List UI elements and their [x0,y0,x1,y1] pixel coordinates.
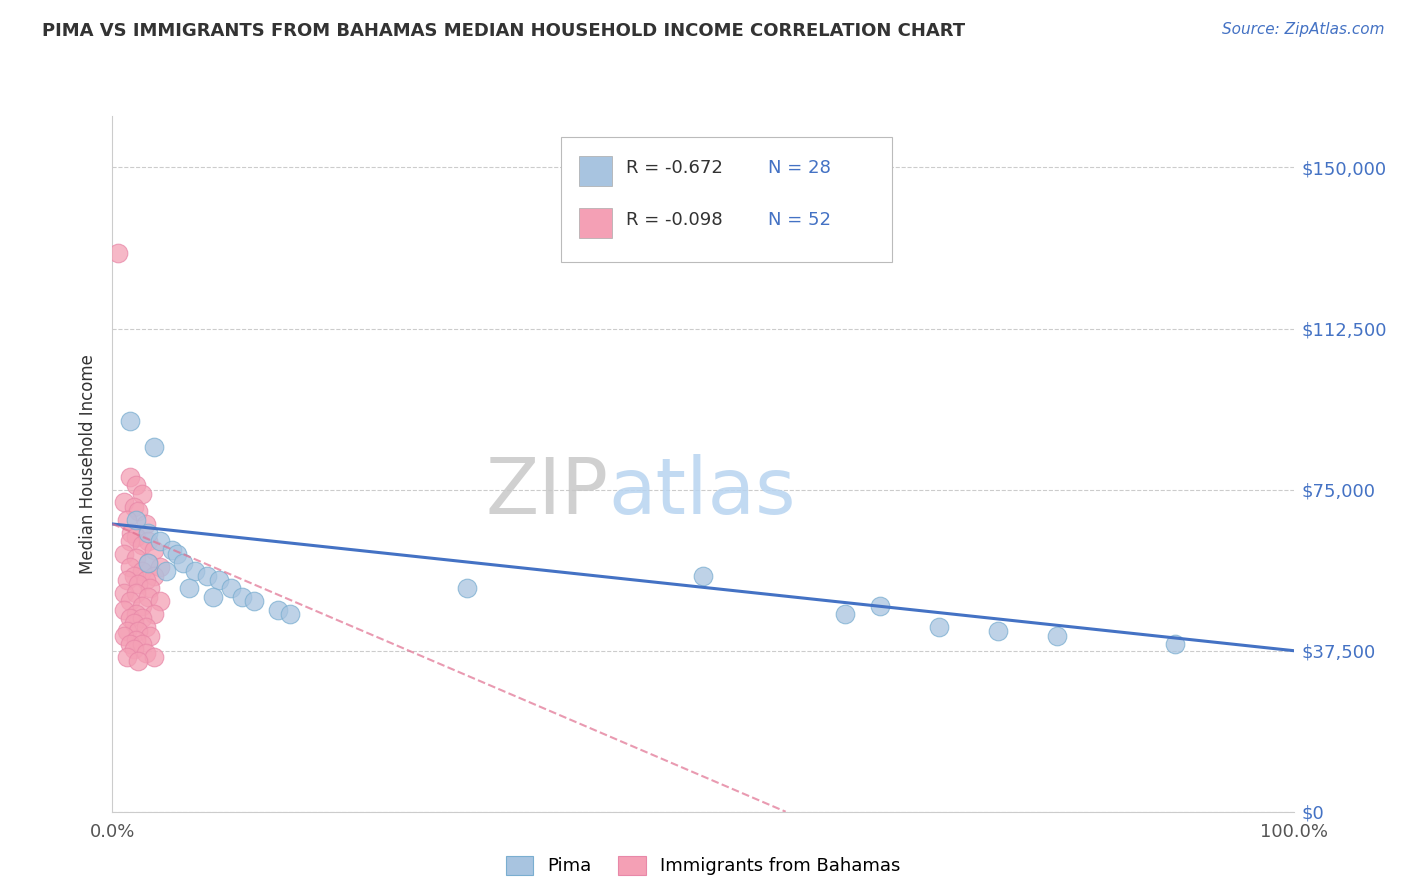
Point [267,603,290,617]
Point [125,585,148,599]
Point [278,607,301,622]
Point [127,624,149,639]
Point [136,590,159,604]
Point [115,573,138,587]
Point [131,611,153,625]
Point [208,573,231,587]
Point [115,624,138,639]
Point [120,560,142,574]
Point [149,560,172,574]
Point [131,487,153,501]
Point [987,624,1010,639]
Point [135,646,157,660]
Point [131,564,153,578]
Point [127,577,149,591]
Point [136,556,159,570]
Point [179,582,201,596]
Point [136,525,159,540]
Point [928,620,950,634]
Point [692,568,714,582]
Point [120,414,142,428]
Point [122,568,145,582]
Point [136,534,159,549]
Point [131,599,153,613]
Point [160,542,183,557]
Point [166,547,188,561]
Point [120,611,142,625]
Text: ZIP: ZIP [485,454,609,530]
Point [112,629,135,643]
Point [122,500,145,514]
Point [136,556,159,570]
Text: N = 52: N = 52 [768,211,831,229]
Point [172,556,194,570]
Point [120,525,142,540]
Point [869,599,891,613]
FancyBboxPatch shape [579,209,612,238]
Point [155,564,177,578]
Point [1046,629,1069,643]
Point [127,654,149,668]
Point [115,650,138,665]
Point [219,582,242,596]
Point [131,637,153,651]
Text: R = -0.098: R = -0.098 [626,211,723,229]
Text: PIMA VS IMMIGRANTS FROM BAHAMAS MEDIAN HOUSEHOLD INCOME CORRELATION CHART: PIMA VS IMMIGRANTS FROM BAHAMAS MEDIAN H… [42,22,966,40]
Point [201,590,224,604]
Point [149,594,172,608]
Point [125,513,148,527]
Point [149,534,172,549]
Point [142,568,165,582]
Point [142,650,165,665]
Text: N = 28: N = 28 [768,159,831,178]
Point [125,551,148,566]
Point [231,590,253,604]
Point [120,534,142,549]
Point [1164,637,1187,651]
Point [243,594,266,608]
Point [112,585,135,599]
Point [139,582,162,596]
Point [127,504,149,518]
Point [125,478,148,492]
Text: atlas: atlas [609,454,796,530]
Point [125,530,148,544]
Point [122,615,145,630]
Legend: Pima, Immigrants from Bahamas: Pima, Immigrants from Bahamas [498,849,908,883]
Point [112,547,135,561]
Point [120,637,142,651]
Point [120,594,142,608]
Point [456,582,478,596]
Point [112,603,135,617]
FancyBboxPatch shape [561,136,891,262]
Point [195,568,218,582]
Text: Source: ZipAtlas.com: Source: ZipAtlas.com [1222,22,1385,37]
Point [135,620,157,634]
Point [142,607,165,622]
FancyBboxPatch shape [579,156,612,186]
Point [135,516,157,531]
Point [135,573,157,587]
Point [142,440,165,454]
Point [115,513,138,527]
Point [125,632,148,647]
Point [184,564,207,578]
Text: R = -0.672: R = -0.672 [626,159,723,178]
Point [120,469,142,483]
Y-axis label: Median Household Income: Median Household Income [79,354,97,574]
Point [125,607,148,622]
Point [139,629,162,643]
Point [122,641,145,656]
Point [112,495,135,509]
Point [142,542,165,557]
Point [107,246,129,260]
Point [834,607,856,622]
Point [131,538,153,552]
